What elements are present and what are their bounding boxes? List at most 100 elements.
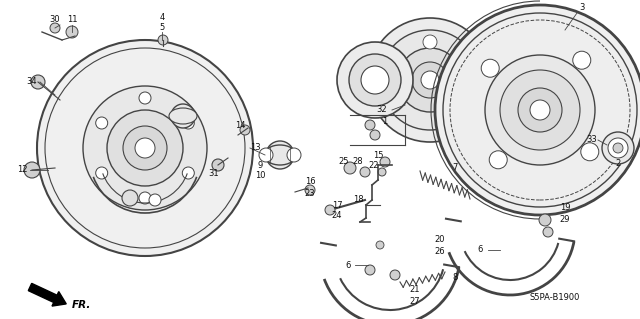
Text: 32: 32 bbox=[377, 106, 387, 115]
Circle shape bbox=[380, 157, 390, 167]
Circle shape bbox=[149, 194, 161, 206]
Text: 20: 20 bbox=[435, 235, 445, 244]
Polygon shape bbox=[28, 283, 67, 306]
Circle shape bbox=[139, 192, 151, 204]
Text: 25: 25 bbox=[339, 158, 349, 167]
Circle shape bbox=[259, 148, 273, 162]
Circle shape bbox=[365, 265, 375, 275]
Circle shape bbox=[435, 5, 640, 215]
Text: 26: 26 bbox=[435, 248, 445, 256]
Circle shape bbox=[390, 92, 404, 106]
Circle shape bbox=[325, 205, 335, 215]
Text: 24: 24 bbox=[332, 211, 342, 220]
Circle shape bbox=[171, 104, 195, 128]
Circle shape bbox=[50, 23, 60, 33]
Circle shape bbox=[365, 120, 375, 130]
Text: 13: 13 bbox=[250, 144, 260, 152]
Ellipse shape bbox=[169, 108, 197, 124]
Circle shape bbox=[266, 141, 294, 169]
Circle shape bbox=[573, 51, 591, 69]
Text: 12: 12 bbox=[17, 166, 28, 174]
Text: 33: 33 bbox=[587, 136, 597, 145]
Circle shape bbox=[24, 162, 40, 178]
Text: 6: 6 bbox=[346, 261, 351, 270]
Text: 6: 6 bbox=[477, 246, 483, 255]
Circle shape bbox=[83, 86, 207, 210]
Text: 11: 11 bbox=[67, 16, 77, 25]
Text: 2: 2 bbox=[616, 159, 621, 167]
Circle shape bbox=[66, 26, 78, 38]
Circle shape bbox=[361, 66, 389, 94]
Circle shape bbox=[485, 55, 595, 165]
Text: 3: 3 bbox=[579, 4, 585, 12]
Text: 7: 7 bbox=[452, 164, 458, 173]
Circle shape bbox=[123, 126, 167, 170]
Circle shape bbox=[518, 88, 562, 132]
Circle shape bbox=[376, 241, 384, 249]
Circle shape bbox=[489, 151, 508, 169]
Text: 1: 1 bbox=[382, 117, 388, 127]
Circle shape bbox=[500, 70, 580, 150]
Circle shape bbox=[96, 167, 108, 179]
Circle shape bbox=[31, 75, 45, 89]
Circle shape bbox=[423, 35, 437, 49]
Text: 18: 18 bbox=[353, 196, 364, 204]
Circle shape bbox=[182, 167, 195, 179]
Circle shape bbox=[287, 148, 301, 162]
Circle shape bbox=[176, 109, 190, 123]
Circle shape bbox=[450, 20, 630, 200]
Circle shape bbox=[37, 40, 253, 256]
Circle shape bbox=[539, 214, 551, 226]
Circle shape bbox=[344, 162, 356, 174]
Circle shape bbox=[96, 117, 108, 129]
Circle shape bbox=[305, 185, 315, 195]
Text: 8: 8 bbox=[452, 273, 458, 283]
Text: 19: 19 bbox=[560, 204, 570, 212]
Circle shape bbox=[398, 48, 462, 112]
Text: 29: 29 bbox=[560, 216, 570, 225]
Text: 27: 27 bbox=[410, 296, 420, 306]
Text: 28: 28 bbox=[353, 158, 364, 167]
Circle shape bbox=[135, 138, 155, 158]
Circle shape bbox=[107, 110, 183, 186]
Circle shape bbox=[370, 130, 380, 140]
Circle shape bbox=[390, 270, 400, 280]
Circle shape bbox=[45, 48, 245, 248]
Text: 17: 17 bbox=[332, 201, 342, 210]
Circle shape bbox=[122, 190, 138, 206]
Circle shape bbox=[380, 30, 480, 130]
Circle shape bbox=[349, 54, 401, 106]
Circle shape bbox=[412, 62, 448, 98]
Circle shape bbox=[602, 132, 634, 164]
Circle shape bbox=[240, 125, 250, 135]
Text: 22: 22 bbox=[369, 160, 380, 169]
Circle shape bbox=[613, 143, 623, 153]
Circle shape bbox=[421, 71, 439, 89]
Circle shape bbox=[443, 13, 637, 207]
Text: 10: 10 bbox=[255, 172, 265, 181]
Text: 30: 30 bbox=[50, 16, 60, 25]
Text: 15: 15 bbox=[372, 151, 383, 160]
Circle shape bbox=[580, 143, 599, 161]
Circle shape bbox=[530, 100, 550, 120]
Text: S5PA-B1900: S5PA-B1900 bbox=[530, 293, 580, 302]
Text: 9: 9 bbox=[257, 160, 262, 169]
Circle shape bbox=[271, 146, 289, 164]
Circle shape bbox=[456, 92, 470, 106]
Circle shape bbox=[378, 168, 386, 176]
Text: 21: 21 bbox=[410, 286, 420, 294]
Circle shape bbox=[368, 18, 492, 142]
Text: 5: 5 bbox=[159, 23, 164, 32]
Text: FR.: FR. bbox=[72, 300, 92, 310]
Text: 23: 23 bbox=[305, 189, 316, 197]
Circle shape bbox=[543, 227, 553, 237]
Circle shape bbox=[481, 59, 499, 77]
Text: 16: 16 bbox=[305, 177, 316, 187]
Text: 34: 34 bbox=[27, 78, 37, 86]
Text: 4: 4 bbox=[159, 12, 164, 21]
Circle shape bbox=[182, 117, 195, 129]
Circle shape bbox=[337, 42, 413, 118]
Text: 31: 31 bbox=[209, 168, 220, 177]
Circle shape bbox=[158, 35, 168, 45]
Circle shape bbox=[608, 138, 628, 158]
